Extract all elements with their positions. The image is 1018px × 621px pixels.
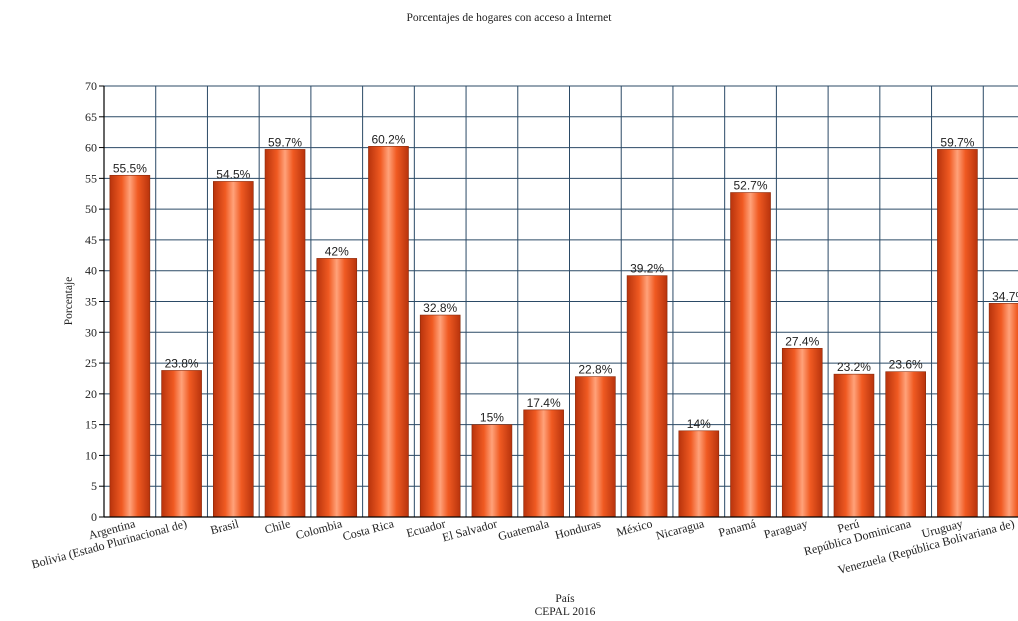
bar-17 <box>937 149 978 518</box>
data-label: 23.2% <box>837 360 871 374</box>
x-tick-label: Colombia <box>294 516 344 542</box>
y-tick-label: 15 <box>85 418 97 432</box>
x-tick-label: El Salvador <box>441 516 499 544</box>
data-label: 32.8% <box>423 301 457 315</box>
y-tick-label: 60 <box>85 141 97 155</box>
data-label: 59.7% <box>268 135 302 149</box>
x-tick-label: Costa Rica <box>341 516 396 543</box>
bar-2 <box>161 370 202 518</box>
bar-7 <box>419 314 461 518</box>
chart-title: Porcentajes de hogares con acceso a Inte… <box>406 12 612 24</box>
data-label: 34.7% <box>992 289 1018 303</box>
y-tick-label: 5 <box>91 479 97 493</box>
source-label: CEPAL 2016 <box>534 606 596 618</box>
bar-14 <box>781 347 823 518</box>
y-tick-label: 30 <box>85 325 97 339</box>
x-tick-label: Paraguay <box>762 516 809 541</box>
bar-3 <box>213 181 254 518</box>
bar-9 <box>523 409 564 518</box>
bar-6 <box>368 146 409 518</box>
data-label: 22.8% <box>578 363 612 377</box>
x-tick-label: Ecuador <box>405 516 447 540</box>
x-tick-label: Chile <box>263 516 292 536</box>
y-tick-label: 20 <box>85 387 97 401</box>
x-axis-title: País <box>555 593 575 605</box>
data-label: 39.2% <box>630 262 664 276</box>
bar-12 <box>678 430 720 518</box>
bar-16 <box>885 371 926 518</box>
data-label: 27.4% <box>785 334 819 348</box>
bar-8 <box>471 424 513 518</box>
x-tick-label: Perú <box>836 516 861 535</box>
y-tick-label: 65 <box>85 110 97 124</box>
data-label: 14% <box>687 417 711 431</box>
bar-18 <box>988 303 1018 518</box>
x-tick-label: México <box>615 516 654 539</box>
bar-5 <box>316 258 358 518</box>
data-label: 52.7% <box>734 179 768 193</box>
bar-11 <box>626 275 668 518</box>
data-label: 59.7% <box>940 135 974 149</box>
y-tick-label: 35 <box>85 295 97 309</box>
x-tick-label: Guatemala <box>497 516 551 543</box>
x-tick-label: Panamá <box>717 516 758 540</box>
y-tick-label: 70 <box>85 79 97 93</box>
x-tick-label: Nicaragua <box>654 516 706 542</box>
x-tick-label: Brasil <box>209 516 241 537</box>
data-label: 54.5% <box>216 167 250 181</box>
data-label: 60.2% <box>371 132 405 146</box>
bar-4 <box>264 149 306 518</box>
bar-13 <box>730 192 771 518</box>
bar-10 <box>575 376 616 518</box>
y-tick-label: 10 <box>85 448 97 462</box>
data-label: 23.6% <box>889 358 923 372</box>
y-tick-label: 25 <box>85 356 97 370</box>
y-tick-label: 55 <box>85 171 97 185</box>
bar-15 <box>833 373 875 518</box>
y-tick-label: 50 <box>85 202 97 216</box>
data-label: 17.4% <box>527 396 561 410</box>
data-label: 23.8% <box>165 356 199 370</box>
data-label: 15% <box>480 411 504 425</box>
y-tick-label: 45 <box>85 233 97 247</box>
data-label: 55.5% <box>113 161 147 175</box>
x-tick-label: Honduras <box>553 516 602 542</box>
y-tick-label: 40 <box>85 264 97 278</box>
y-tick-label: 0 <box>91 510 97 524</box>
bar-1 <box>109 174 151 518</box>
data-label: 42% <box>325 244 349 258</box>
